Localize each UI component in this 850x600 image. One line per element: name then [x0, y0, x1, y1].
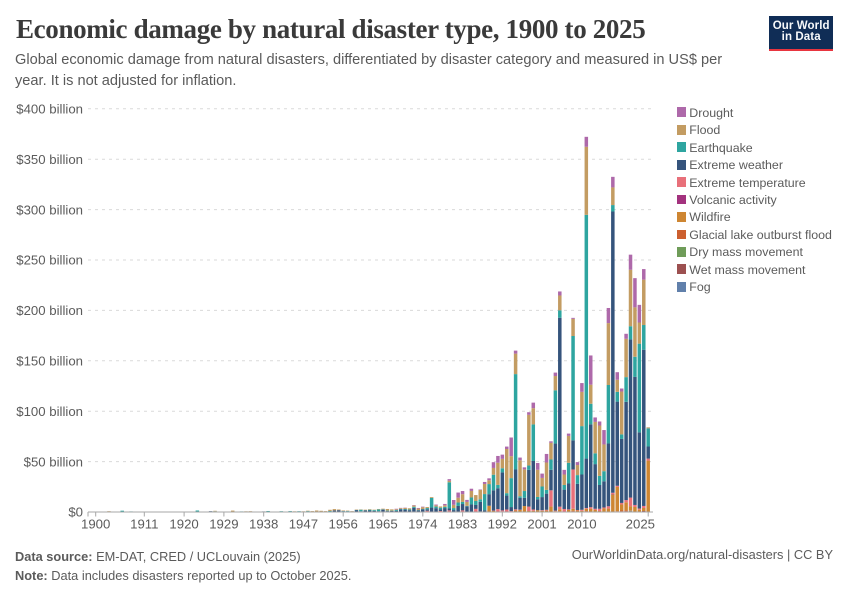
svg-text:2001: 2001 [527, 517, 556, 532]
svg-text:1992: 1992 [488, 517, 517, 532]
svg-text:1983: 1983 [448, 517, 477, 532]
svg-text:$400 billion: $400 billion [16, 101, 83, 116]
svg-text:1900: 1900 [81, 517, 110, 532]
svg-text:$50 billion: $50 billion [24, 454, 83, 469]
svg-text:$150 billion: $150 billion [16, 353, 83, 368]
svg-text:2025: 2025 [626, 517, 655, 532]
svg-text:1947: 1947 [289, 517, 318, 532]
svg-text:$250 billion: $250 billion [16, 253, 83, 268]
svg-text:1965: 1965 [368, 517, 397, 532]
svg-text:$0: $0 [68, 505, 83, 520]
svg-text:1974: 1974 [408, 517, 437, 532]
svg-text:1938: 1938 [249, 517, 278, 532]
svg-text:2010: 2010 [567, 517, 596, 532]
svg-text:1929: 1929 [209, 517, 238, 532]
svg-text:$100 billion: $100 billion [16, 404, 83, 419]
svg-text:$350 billion: $350 billion [16, 152, 83, 167]
svg-text:1920: 1920 [169, 517, 198, 532]
svg-text:$200 billion: $200 billion [16, 303, 83, 318]
svg-text:$300 billion: $300 billion [16, 202, 83, 217]
svg-text:1956: 1956 [329, 517, 358, 532]
svg-text:1911: 1911 [130, 517, 158, 532]
